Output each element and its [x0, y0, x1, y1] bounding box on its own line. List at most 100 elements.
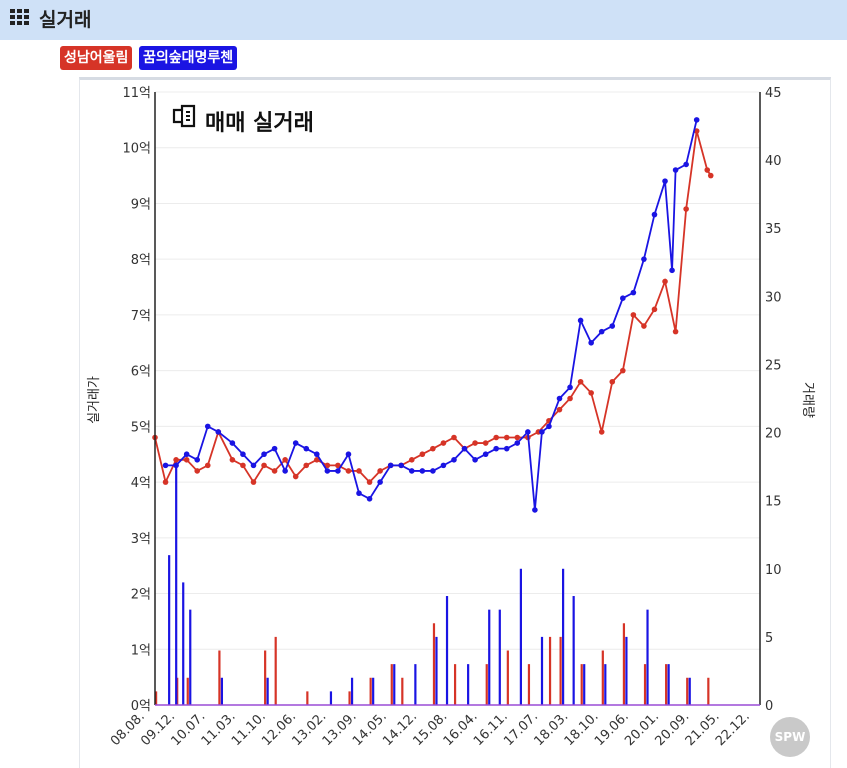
- y2-tick-label: 45: [765, 86, 782, 101]
- chart-logo-text: 매매 실거래: [205, 111, 314, 136]
- data-point: [598, 328, 605, 335]
- data-point: [162, 479, 169, 485]
- y2-tick-label: 30: [765, 290, 782, 305]
- data-point: [588, 390, 594, 396]
- volume-bar: [540, 636, 544, 705]
- volume-bar: [707, 677, 710, 705]
- data-point: [546, 423, 552, 430]
- volume-bar: [688, 677, 691, 705]
- y2-tick-label: 40: [765, 154, 782, 169]
- volume-bar: [390, 664, 393, 705]
- data-point: [514, 434, 521, 441]
- page-header: 실거래: [0, 0, 847, 40]
- data-point: [261, 451, 267, 458]
- y2-tick-label: 15: [765, 495, 782, 510]
- data-point: [440, 462, 447, 469]
- data-point: [303, 462, 310, 469]
- data-point: [482, 440, 489, 446]
- data-point: [387, 462, 394, 469]
- volume-bar: [572, 596, 575, 705]
- data-point: [556, 406, 563, 413]
- volume-bar: [686, 677, 689, 705]
- data-point: [641, 323, 647, 329]
- data-point: [250, 462, 257, 469]
- data-point: [651, 211, 658, 218]
- data-point: [303, 445, 310, 452]
- data-point: [366, 479, 373, 485]
- y2-tick-label: 0: [765, 699, 773, 714]
- volume-bar: [506, 650, 509, 705]
- data-point: [356, 490, 362, 497]
- data-point: [282, 457, 288, 463]
- tag-complex-2[interactable]: 꿈의숲대명루첸: [139, 46, 238, 70]
- data-point: [672, 167, 679, 173]
- building-logo-icon: [172, 104, 196, 128]
- volume-bar: [583, 664, 586, 705]
- data-point: [408, 468, 415, 474]
- y-tick-label: 7억: [131, 309, 151, 324]
- volume-bar: [372, 677, 375, 705]
- y-tick-label: 8억: [131, 253, 151, 268]
- data-point: [669, 267, 675, 274]
- data-point: [324, 468, 331, 474]
- y2-tick-label: 35: [765, 222, 782, 237]
- data-point: [194, 457, 201, 463]
- y-tick-label: 0억: [131, 699, 151, 714]
- data-point: [683, 206, 689, 212]
- volume-bar: [604, 664, 607, 705]
- chart-panel: [79, 77, 831, 768]
- volume-bar: [485, 664, 488, 705]
- data-point: [173, 457, 179, 463]
- volume-bar: [274, 636, 277, 705]
- data-point: [503, 445, 510, 452]
- y-tick-label: 2억: [131, 588, 151, 603]
- volume-bar: [306, 691, 309, 705]
- y2-tick-label: 5: [765, 631, 773, 646]
- x-tick-label: 22.12.: [713, 709, 753, 749]
- data-point: [451, 434, 457, 441]
- data-point: [250, 479, 257, 485]
- data-point: [240, 451, 246, 458]
- data-point: [335, 468, 341, 474]
- volume-bar: [453, 664, 457, 705]
- data-point: [662, 278, 668, 285]
- data-point: [641, 256, 647, 262]
- volume-bar: [369, 677, 372, 705]
- data-point: [556, 395, 563, 402]
- volume-bar: [548, 636, 552, 705]
- data-point: [183, 457, 190, 463]
- data-point: [324, 462, 331, 469]
- data-point: [630, 289, 637, 296]
- data-point: [314, 457, 320, 463]
- volume-bar: [580, 664, 583, 705]
- data-point: [472, 440, 478, 446]
- data-point: [377, 468, 383, 474]
- data-point: [440, 440, 447, 446]
- y-tick-label: 5억: [131, 420, 151, 435]
- data-point: [620, 367, 626, 374]
- volume-bar: [264, 650, 267, 705]
- data-point: [229, 457, 236, 463]
- data-point: [215, 429, 222, 435]
- data-point: [335, 462, 341, 469]
- data-point: [430, 468, 436, 474]
- data-point: [532, 507, 538, 513]
- tag-complex-1[interactable]: 성남어울림: [60, 46, 133, 70]
- volume-bar: [527, 664, 531, 705]
- data-point: [472, 457, 478, 463]
- data-point: [345, 468, 352, 474]
- data-point: [240, 462, 246, 469]
- volume-bar: [348, 691, 351, 705]
- y2-tick-label: 10: [765, 563, 782, 578]
- y-tick-label: 1억: [131, 643, 151, 658]
- data-point: [408, 457, 415, 463]
- volume-bar: [189, 609, 192, 705]
- data-point: [567, 384, 573, 391]
- volume-bar: [646, 609, 649, 705]
- data-point: [693, 117, 700, 123]
- volume-bar: [601, 650, 604, 705]
- y-tick-label: 11억: [122, 86, 151, 101]
- data-point: [292, 473, 299, 480]
- y-tick-label: 3억: [131, 532, 151, 547]
